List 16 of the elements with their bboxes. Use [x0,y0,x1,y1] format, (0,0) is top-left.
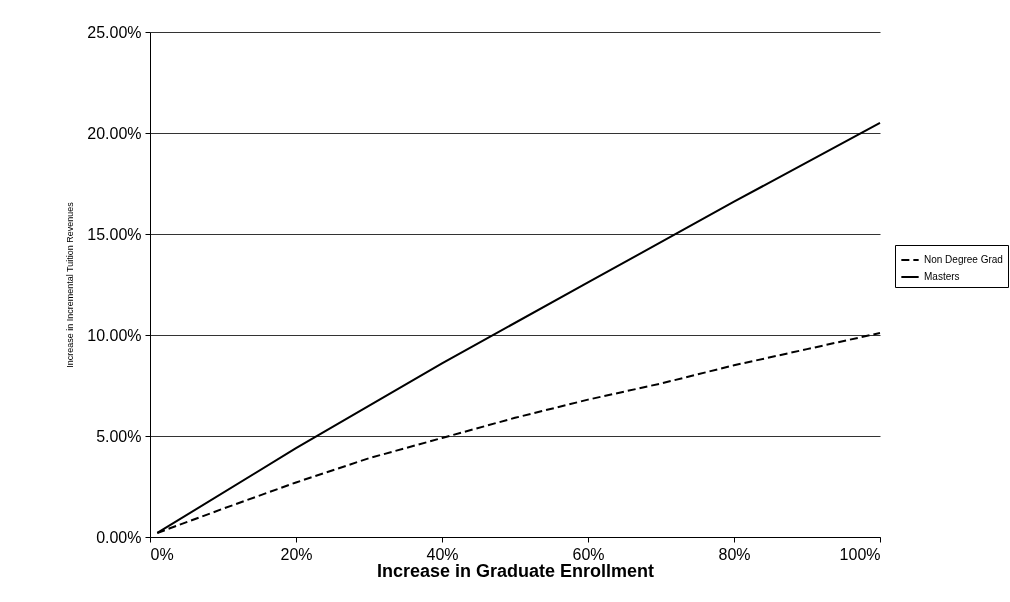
x-tick-label: 60% [572,545,605,563]
y-tick-label: 5.00% [96,427,142,445]
y-tick-label: 0.00% [96,528,142,546]
x-axis-title: Increase in Graduate Enrollment [376,560,655,581]
y-axis-title: Increase in Incremental Tuition Revenues [65,201,76,368]
legend-label: Non Degree Grad [924,254,1003,265]
x-tick-label: 80% [718,545,751,563]
x-tick-label: 0% [150,545,174,563]
y-tick-label: 20.00% [87,124,142,142]
x-tick-label: 40% [426,545,459,563]
x-tick-label: 100% [839,545,881,563]
y-tick-label: 15.00% [87,225,142,243]
y-tick-label: 10.00% [87,326,142,344]
x-tick-label: 20% [280,545,313,563]
y-tick-label: 25.00% [87,23,142,41]
legend-label: Masters [924,271,960,282]
